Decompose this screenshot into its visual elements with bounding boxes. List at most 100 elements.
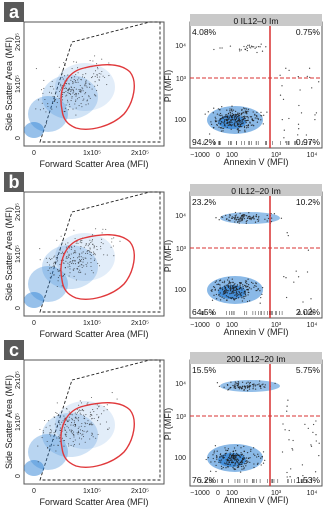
- event-dot: [215, 217, 217, 219]
- event-dot: [225, 467, 227, 469]
- density-blob: [28, 266, 68, 302]
- event-dot: [84, 83, 86, 85]
- event-dot: [244, 386, 246, 389]
- event-dot: [105, 228, 107, 230]
- event-dot: [216, 113, 219, 115]
- event-dot: [253, 217, 255, 220]
- event-dot: [103, 405, 105, 408]
- event-dot: [71, 77, 73, 79]
- event-dot: [239, 471, 242, 473]
- event-dot: [237, 462, 239, 464]
- event-dot: [78, 443, 80, 445]
- event-dot: [246, 116, 249, 118]
- flow-xlabel: Annexin V (MFI): [223, 495, 288, 505]
- event-dot: [51, 85, 53, 87]
- event-dot: [240, 218, 242, 220]
- event-dot: [218, 294, 220, 296]
- fsc-ssc-plot: Side Scatter Area (MFI) Forward Scatter …: [4, 359, 165, 507]
- flow-ytick: 10³: [176, 76, 187, 83]
- event-dot: [70, 431, 72, 433]
- event-dot: [248, 212, 250, 214]
- event-dot: [89, 239, 91, 241]
- event-dot: [83, 430, 85, 432]
- flow-xtick: 0: [216, 490, 220, 497]
- event-dot: [64, 107, 66, 109]
- event-dot: [318, 81, 320, 83]
- event-dot: [49, 267, 51, 269]
- event-dot: [221, 289, 224, 291]
- event-dot: [39, 428, 41, 430]
- event-dot: [64, 429, 67, 431]
- event-dot: [233, 217, 236, 219]
- event-dot: [84, 93, 86, 95]
- event-dot: [67, 421, 69, 423]
- event-dot: [77, 430, 80, 432]
- event-dot: [43, 419, 46, 422]
- event-dot: [224, 114, 227, 116]
- fsc-ssc-polygon-gate: [39, 191, 161, 313]
- event-dot: [51, 92, 53, 94]
- event-dot: [56, 254, 58, 256]
- event-dot: [228, 282, 230, 285]
- event-dot: [235, 291, 238, 293]
- event-dot: [260, 119, 262, 121]
- event-dot: [51, 108, 53, 110]
- event-dot: [73, 431, 75, 433]
- event-dot: [245, 108, 248, 110]
- event-dot: [98, 416, 100, 418]
- event-dot: [226, 119, 228, 122]
- event-dot: [222, 456, 224, 459]
- event-dot: [242, 287, 244, 290]
- event-dot: [221, 216, 224, 218]
- event-dot: [218, 385, 221, 388]
- event-dot: [49, 277, 51, 279]
- event-dot: [85, 79, 87, 81]
- quadrant-upper-right: 5.75%: [296, 365, 321, 375]
- event-dot: [215, 470, 217, 473]
- event-dot: [87, 250, 89, 252]
- flow-title-bar: [190, 352, 322, 364]
- event-dot: [96, 404, 98, 406]
- event-dot: [314, 471, 317, 473]
- event-dot: [248, 215, 250, 217]
- event-dot: [213, 286, 216, 289]
- event-dot: [77, 81, 79, 83]
- event-dot: [85, 82, 87, 84]
- event-dot: [98, 79, 100, 81]
- event-dot: [239, 129, 241, 132]
- event-dot: [63, 87, 65, 90]
- event-dot: [219, 299, 222, 301]
- scatter-ytick: 2x10⁵: [15, 203, 22, 221]
- event-dot: [299, 89, 301, 91]
- event-dot: [81, 422, 83, 425]
- event-dot: [75, 99, 77, 101]
- event-dot: [85, 92, 87, 94]
- event-dot: [232, 450, 235, 452]
- event-dot: [57, 444, 59, 446]
- event-dot: [113, 237, 115, 239]
- event-dot: [230, 115, 232, 118]
- event-dot: [89, 254, 91, 256]
- event-dot: [254, 117, 256, 119]
- event-dot: [106, 84, 108, 86]
- event-dot: [55, 256, 57, 259]
- event-dot: [77, 418, 79, 420]
- event-dot: [234, 294, 236, 296]
- event-dot: [59, 85, 61, 87]
- event-dot: [237, 454, 239, 456]
- event-dot: [235, 287, 238, 289]
- event-dot: [264, 384, 266, 386]
- scatter-xtick: 0: [32, 488, 36, 495]
- event-dot: [214, 281, 216, 283]
- event-dot: [76, 98, 79, 100]
- event-dot: [48, 420, 50, 422]
- event-dot: [66, 256, 68, 258]
- event-dot: [71, 418, 73, 420]
- event-dot: [98, 405, 100, 407]
- event-dot: [227, 466, 230, 468]
- event-dot: [251, 217, 253, 219]
- event-dot: [223, 120, 226, 122]
- event-dot: [69, 429, 71, 431]
- event-dot: [92, 243, 94, 245]
- event-dot: [70, 262, 73, 264]
